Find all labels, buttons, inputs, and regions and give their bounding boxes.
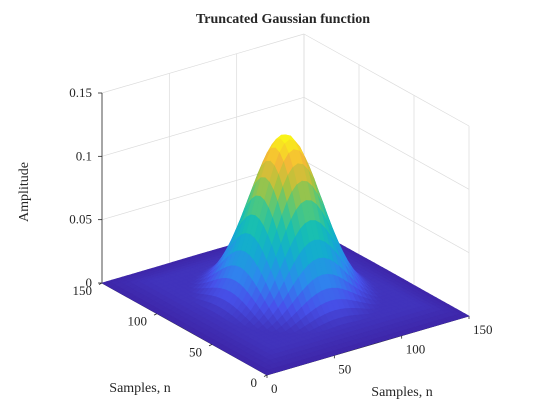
z-tick-label: 0	[86, 275, 93, 290]
y-tick-label: 50	[189, 344, 202, 359]
chart-title: Truncated Gaussian function	[196, 12, 370, 27]
y-tick-label: 0	[251, 375, 258, 390]
y-tick-label: 150	[73, 283, 93, 298]
x-tick-label: 50	[338, 361, 351, 376]
x-tick-label: 150	[473, 322, 493, 337]
x-tick-label: 0	[271, 381, 278, 396]
grid-line	[303, 33, 470, 127]
grid-line	[303, 160, 470, 253]
surface-patch	[262, 369, 273, 376]
z-tick-label: 0.05	[69, 212, 92, 227]
x-tick-label: 100	[406, 342, 426, 357]
grid-line	[101, 96, 305, 157]
y-tick-mark	[208, 343, 213, 347]
y-tick-mark	[153, 313, 158, 316]
y-tick-label: 100	[128, 314, 148, 329]
gaussian-surface	[101, 134, 470, 376]
z-tick-label: 0.15	[69, 85, 92, 100]
grid-line	[303, 97, 470, 190]
y-axis-label: Samples, n	[109, 381, 170, 396]
z-axis-label: Amplitude	[17, 162, 32, 222]
y-tick-mark	[263, 374, 268, 377]
grid-line	[101, 33, 305, 94]
x-axis-label: Samples, n	[371, 385, 432, 400]
z-tick-label: 0.1	[76, 148, 92, 163]
